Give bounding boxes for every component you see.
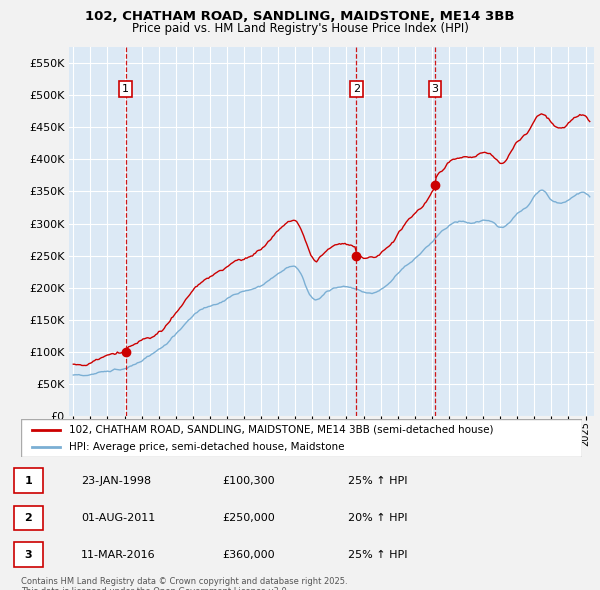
Text: £100,300: £100,300: [222, 476, 275, 486]
Text: 11-MAR-2016: 11-MAR-2016: [81, 550, 155, 559]
Text: 20% ↑ HPI: 20% ↑ HPI: [348, 513, 407, 523]
Text: 2: 2: [353, 84, 360, 94]
Text: 1: 1: [122, 84, 129, 94]
Text: Contains HM Land Registry data © Crown copyright and database right 2025.
This d: Contains HM Land Registry data © Crown c…: [21, 577, 347, 590]
Text: 01-AUG-2011: 01-AUG-2011: [81, 513, 155, 523]
Text: HPI: Average price, semi-detached house, Maidstone: HPI: Average price, semi-detached house,…: [68, 442, 344, 452]
Text: 2: 2: [25, 513, 32, 523]
Text: Price paid vs. HM Land Registry's House Price Index (HPI): Price paid vs. HM Land Registry's House …: [131, 22, 469, 35]
Text: 23-JAN-1998: 23-JAN-1998: [81, 476, 151, 486]
Text: 102, CHATHAM ROAD, SANDLING, MAIDSTONE, ME14 3BB: 102, CHATHAM ROAD, SANDLING, MAIDSTONE, …: [85, 10, 515, 23]
Text: 3: 3: [25, 550, 32, 559]
Text: 1: 1: [25, 476, 32, 486]
Text: 25% ↑ HPI: 25% ↑ HPI: [348, 550, 407, 559]
Text: 3: 3: [431, 84, 439, 94]
Text: 102, CHATHAM ROAD, SANDLING, MAIDSTONE, ME14 3BB (semi-detached house): 102, CHATHAM ROAD, SANDLING, MAIDSTONE, …: [68, 425, 493, 435]
Text: £360,000: £360,000: [222, 550, 275, 559]
Text: £250,000: £250,000: [222, 513, 275, 523]
Text: 25% ↑ HPI: 25% ↑ HPI: [348, 476, 407, 486]
